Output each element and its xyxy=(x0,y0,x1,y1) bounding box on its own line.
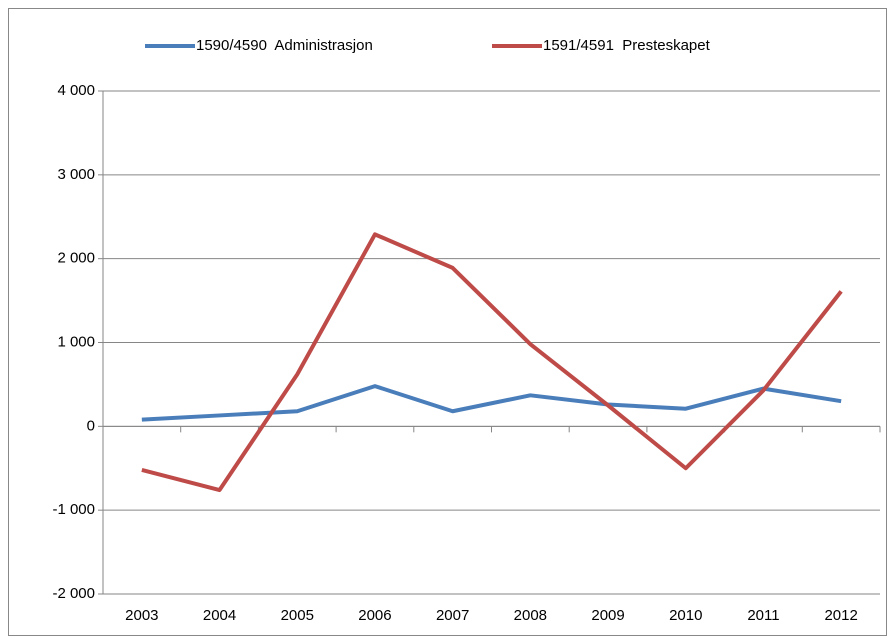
y-tick-label: -2 000 xyxy=(52,585,95,602)
x-tick-label: 2012 xyxy=(824,607,857,624)
x-tick-label: 2003 xyxy=(125,607,158,624)
y-tick-label: -1 000 xyxy=(52,501,95,518)
y-tick-label: 1 000 xyxy=(57,333,95,350)
chart-frame xyxy=(8,8,887,636)
series-line xyxy=(141,384,842,422)
legend-label: 1591/4591 Presteskapet xyxy=(543,37,711,54)
y-tick-label: 2 000 xyxy=(57,250,95,267)
x-tick-label: 2006 xyxy=(358,607,391,624)
x-tick-label: 2005 xyxy=(281,607,314,624)
x-tick-label: 2010 xyxy=(669,607,702,624)
y-tick-label: 3 000 xyxy=(57,166,95,183)
x-tick-label: 2008 xyxy=(514,607,547,624)
legend-label: 1590/4590 Administrasjon xyxy=(196,37,373,54)
x-tick-label: 2009 xyxy=(591,607,624,624)
x-tick-label: 2007 xyxy=(436,607,469,624)
x-tick-label: 2011 xyxy=(747,607,779,624)
x-tick-label: 2004 xyxy=(203,607,236,624)
series-line xyxy=(141,232,843,493)
y-tick-label: 0 xyxy=(87,417,95,434)
y-tick-label: 4 000 xyxy=(57,82,95,99)
